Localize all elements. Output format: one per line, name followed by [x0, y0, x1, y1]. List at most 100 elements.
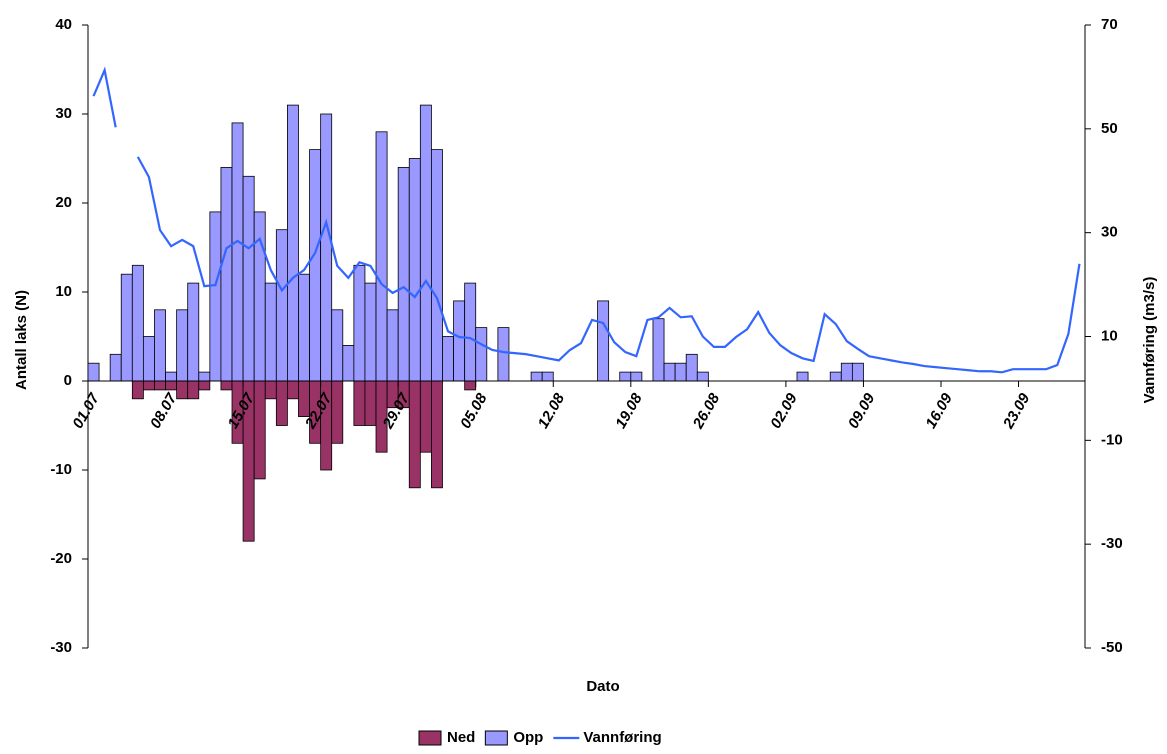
bar [120, 273, 133, 382]
bar [231, 122, 244, 382]
bar [431, 149, 443, 382]
bar [464, 380, 477, 391]
bar [331, 309, 344, 382]
bar [275, 380, 288, 426]
bar [298, 273, 310, 382]
bar [253, 211, 266, 382]
bar [530, 371, 543, 382]
bar [187, 380, 200, 400]
bar [209, 211, 222, 382]
bar [198, 371, 211, 382]
bar [497, 327, 510, 382]
bar [342, 344, 355, 382]
y-tick-label: 20 [55, 194, 72, 211]
bar [275, 229, 288, 382]
bar [364, 380, 377, 426]
bar [408, 380, 421, 489]
bar [331, 380, 344, 444]
line [92, 66, 1081, 374]
bar [131, 380, 144, 400]
bar [431, 380, 443, 489]
bar [652, 318, 665, 382]
y-tick-label: 0 [64, 372, 72, 389]
x-tick-label: 05.08 [457, 390, 491, 432]
x-tick-label: 02.09 [767, 390, 801, 432]
bar [475, 327, 488, 382]
bar [242, 175, 255, 382]
legend-swatch [484, 730, 508, 746]
x-tick-label: 19.08 [612, 390, 646, 432]
bar [154, 309, 166, 382]
bar [464, 282, 477, 382]
bar [253, 380, 266, 480]
bar [198, 380, 211, 391]
x-tick-label: 16.09 [922, 390, 956, 432]
bar [286, 104, 299, 382]
bar [109, 353, 122, 382]
bar [309, 149, 322, 382]
x-tick-label: 23.09 [999, 390, 1033, 432]
x-tick-label: 01.07 [69, 390, 103, 432]
bar [154, 380, 166, 391]
y-tick-label: 30 [55, 105, 72, 122]
bar [220, 166, 233, 382]
bar [142, 380, 155, 391]
x-tick-label: 26.08 [689, 390, 723, 432]
bar [453, 300, 466, 382]
bar [696, 371, 709, 382]
bar [264, 282, 277, 382]
y2-tick-label: 10 [1101, 327, 1118, 344]
bar [165, 380, 178, 391]
bar [829, 371, 842, 382]
bar [597, 300, 610, 382]
bar [165, 371, 178, 382]
y2-tick-label: -30 [1101, 535, 1123, 552]
x-tick-label: 12.08 [535, 390, 569, 432]
bar [176, 309, 189, 382]
bar [674, 362, 687, 382]
bar [408, 158, 421, 382]
bar [286, 380, 299, 400]
legend-label: Opp [513, 729, 543, 746]
y-tick-label: 40 [55, 16, 72, 33]
y2-tick-label: -50 [1101, 639, 1123, 656]
bar [851, 362, 864, 382]
y-axis-title: Antall laks (N) [13, 290, 30, 390]
bar [685, 353, 698, 382]
bar [419, 380, 432, 453]
bar [796, 371, 809, 382]
bar [619, 371, 632, 382]
y-tick-label: 10 [55, 283, 72, 300]
y2-tick-label: 50 [1101, 120, 1118, 137]
legend-swatch [418, 730, 442, 746]
bar [630, 371, 643, 382]
bar [364, 282, 377, 382]
y2-axis-title: Vannføring (m3/s) [1141, 277, 1158, 404]
bar [131, 264, 144, 382]
y-tick-label: -30 [50, 639, 72, 656]
bar [87, 362, 100, 382]
bar [375, 131, 388, 382]
y-tick-label: -20 [50, 550, 72, 567]
bar [353, 264, 366, 382]
bar [419, 104, 432, 382]
x-tick-label: 08.07 [147, 390, 181, 432]
bar [663, 362, 676, 382]
bar [187, 282, 200, 382]
y2-tick-label: 30 [1101, 224, 1118, 241]
bar [264, 380, 277, 400]
bar [840, 362, 853, 382]
bar [320, 113, 333, 382]
x-axis-title: Dato [586, 678, 619, 695]
x-tick-label: 09.09 [845, 390, 879, 432]
bar [142, 336, 155, 382]
legend-label: Vannføring [583, 729, 661, 746]
bar [397, 166, 410, 382]
y2-tick-label: -10 [1101, 431, 1123, 448]
bar [442, 336, 454, 382]
y-tick-label: -10 [50, 461, 72, 478]
y2-tick-label: 70 [1101, 16, 1118, 33]
bar [220, 380, 233, 391]
bar [386, 309, 399, 382]
